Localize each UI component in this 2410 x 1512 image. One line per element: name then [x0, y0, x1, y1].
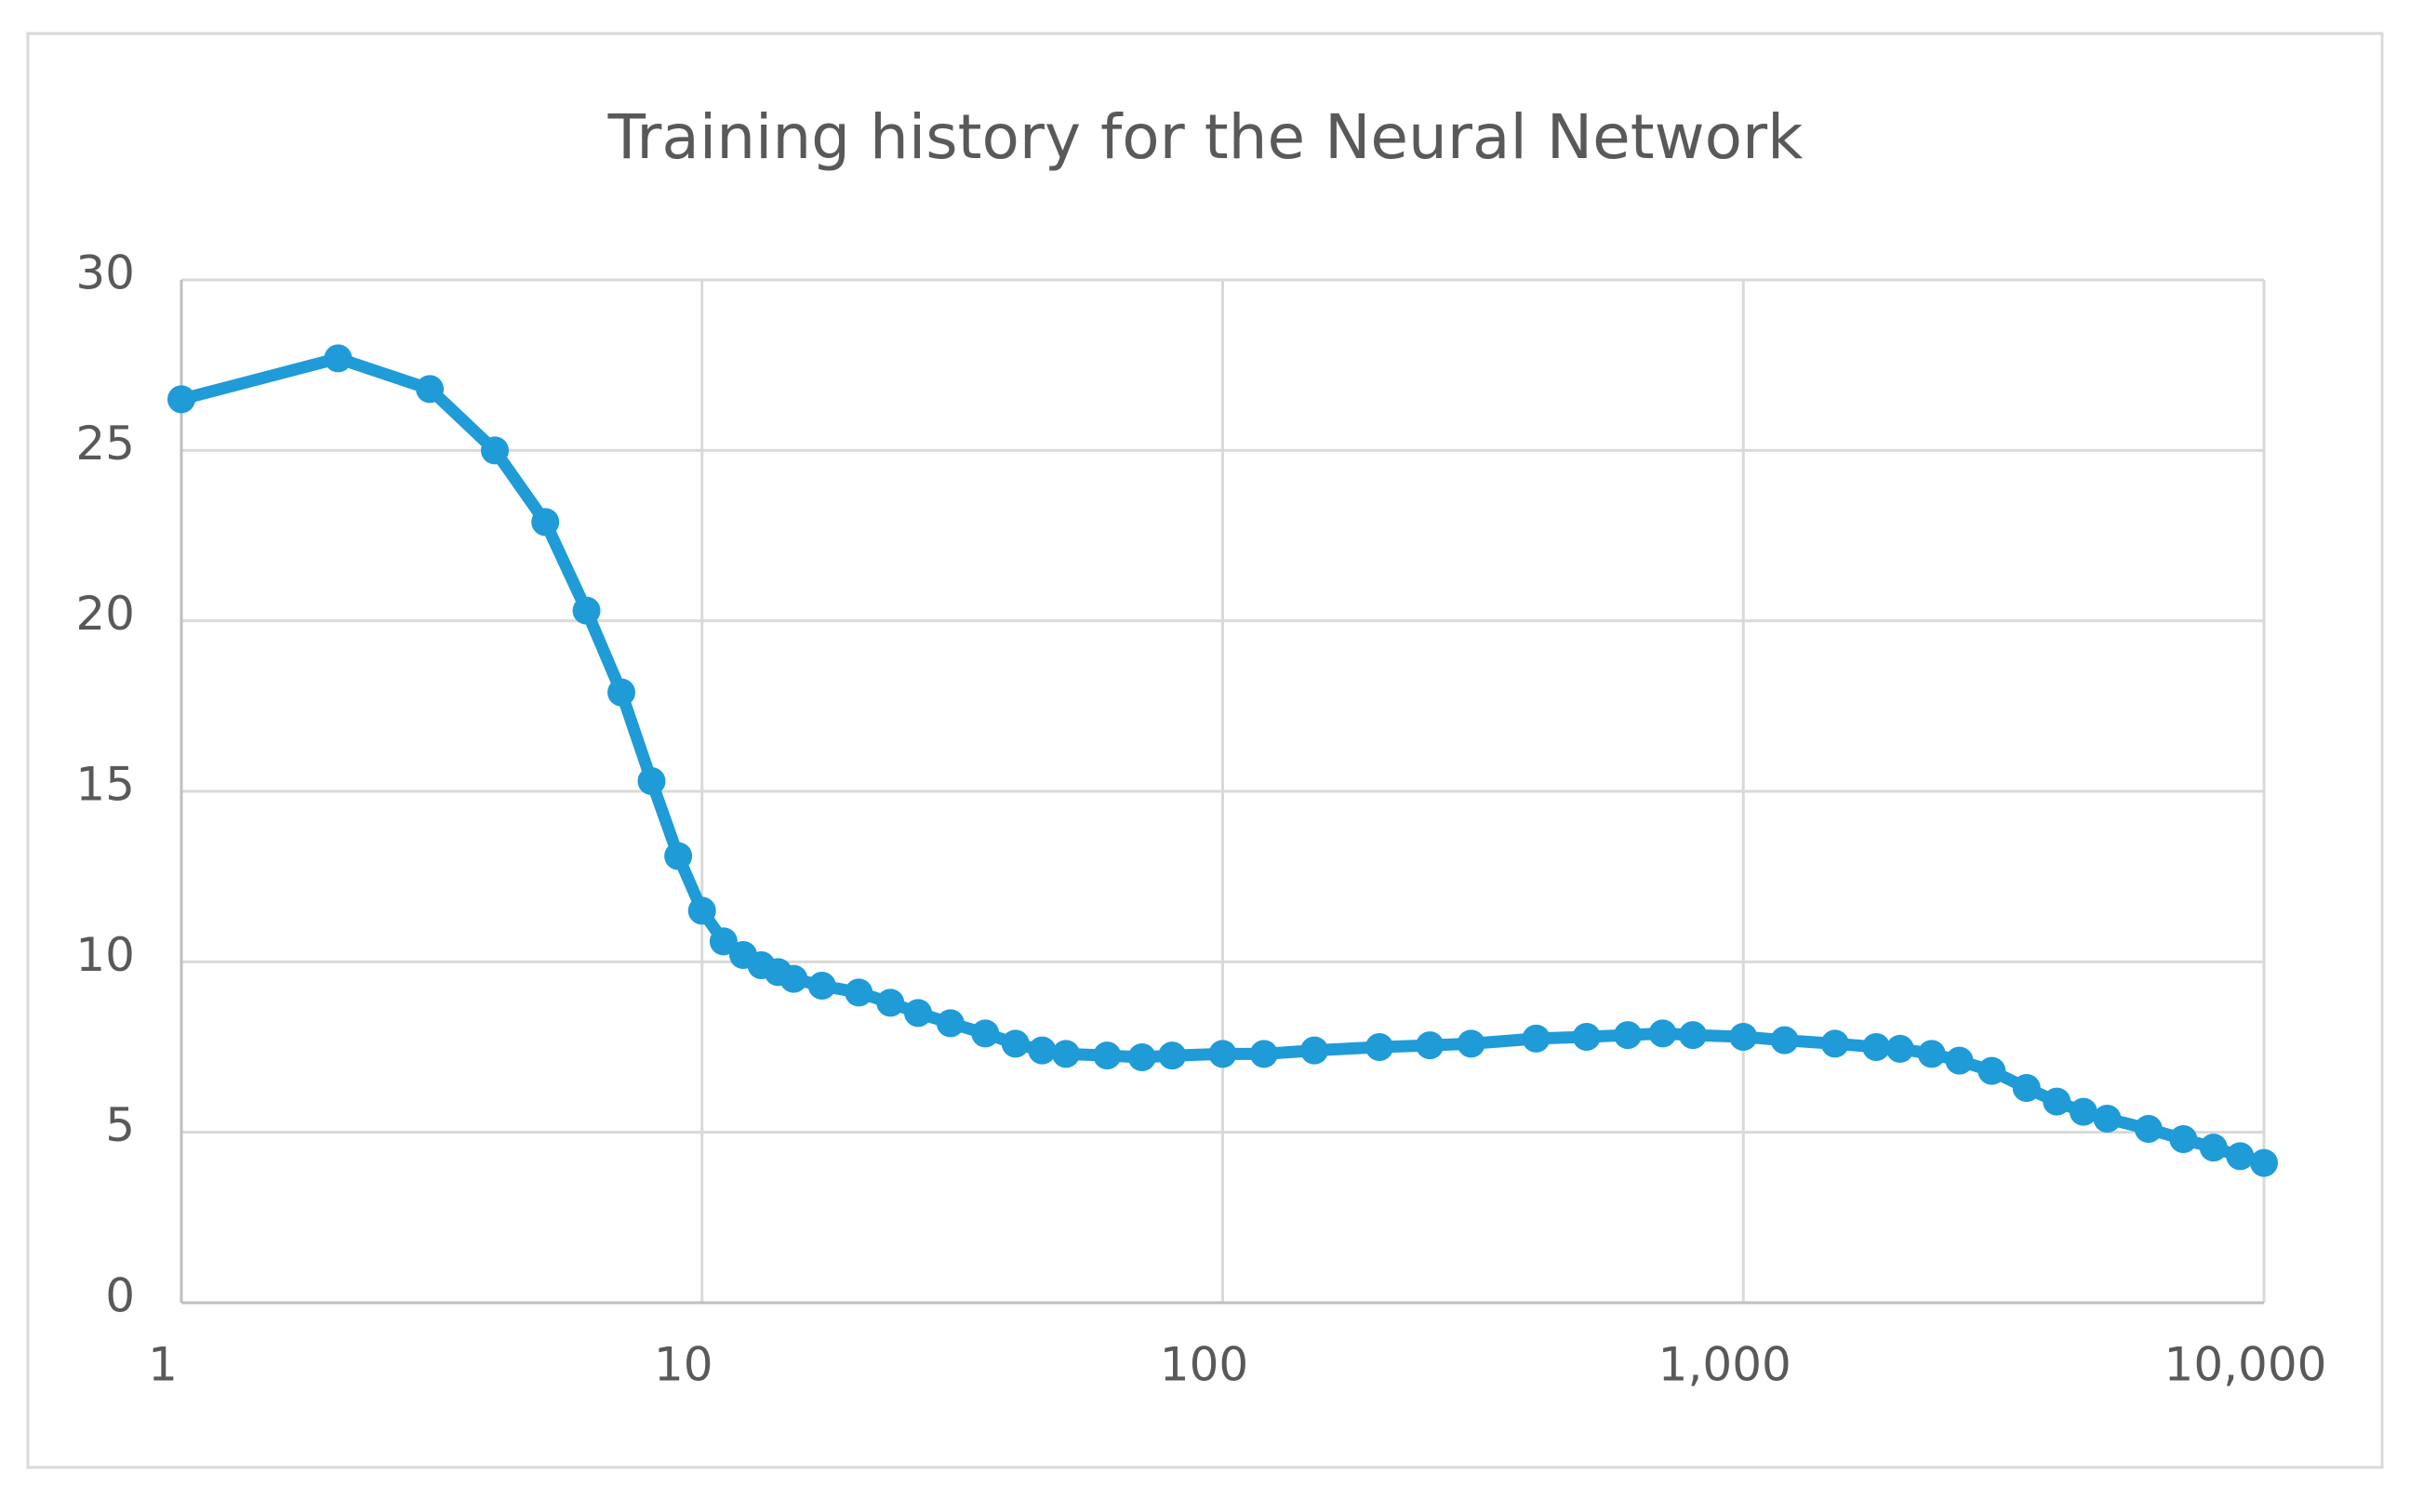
data-point — [1977, 1056, 2006, 1085]
x-tick-label: 100 — [1160, 1338, 1248, 1392]
chart-frame — [26, 32, 2384, 1469]
data-point — [572, 596, 601, 625]
data-point — [2199, 1134, 2228, 1162]
data-point — [1679, 1021, 1708, 1050]
data-point — [2012, 1074, 2041, 1102]
y-tick-label: 5 — [105, 1098, 135, 1152]
data-point — [1885, 1034, 1914, 1063]
data-point — [971, 1019, 1000, 1048]
data-point — [416, 375, 445, 404]
data-point — [904, 999, 933, 1028]
data-point — [1127, 1043, 1156, 1071]
x-tick-label: 1 — [148, 1338, 178, 1392]
data-point — [876, 988, 905, 1017]
data-point — [1051, 1040, 1080, 1068]
data-point — [687, 896, 716, 925]
data-point — [1648, 1019, 1677, 1048]
data-point — [1208, 1040, 1237, 1068]
data-point — [1300, 1036, 1329, 1065]
data-point — [637, 767, 666, 795]
data-point — [2250, 1148, 2278, 1177]
data-point — [1862, 1033, 1891, 1061]
y-tick-label: 15 — [75, 758, 135, 812]
x-tick-label: 1,000 — [1658, 1338, 1791, 1392]
data-point — [324, 344, 353, 373]
data-point — [1001, 1029, 1030, 1058]
data-point — [1249, 1040, 1278, 1068]
y-tick-label: 10 — [75, 928, 135, 982]
y-tick-label: 25 — [75, 417, 135, 471]
data-point — [607, 678, 636, 707]
data-point — [531, 508, 560, 537]
data-point — [1770, 1026, 1799, 1054]
data-point — [1820, 1029, 1849, 1058]
data-point — [1572, 1023, 1601, 1051]
data-point — [807, 972, 836, 1000]
data-point — [1028, 1036, 1057, 1065]
data-point — [709, 927, 738, 956]
chart-title: Training history for the Neural Network — [607, 101, 1804, 173]
data-point — [1917, 1040, 1946, 1068]
data-point — [845, 978, 873, 1007]
data-point — [1614, 1021, 1643, 1050]
data-point — [1457, 1029, 1485, 1058]
y-tick-label: 20 — [75, 587, 135, 641]
data-point — [2069, 1097, 2097, 1126]
data-point — [664, 842, 693, 870]
data-point — [2226, 1142, 2255, 1171]
data-point — [2169, 1125, 2198, 1153]
data-point — [1365, 1033, 1394, 1061]
data-point — [1945, 1046, 1974, 1075]
data-point — [936, 1009, 965, 1038]
data-point — [1416, 1031, 1445, 1060]
data-point — [1729, 1023, 1758, 1051]
y-tick-label: 30 — [75, 246, 135, 300]
data-point — [1093, 1041, 1122, 1070]
data-point — [1522, 1024, 1551, 1053]
x-tick-label: 10 — [654, 1338, 713, 1392]
data-point — [779, 964, 808, 993]
x-tick-label: 10,000 — [2164, 1338, 2327, 1392]
data-point — [2093, 1105, 2122, 1133]
y-tick-label: 0 — [105, 1269, 135, 1323]
data-point — [1158, 1041, 1187, 1070]
data-point — [481, 436, 510, 465]
data-point — [2043, 1087, 2071, 1116]
data-point — [2134, 1115, 2163, 1143]
data-point — [167, 385, 195, 414]
